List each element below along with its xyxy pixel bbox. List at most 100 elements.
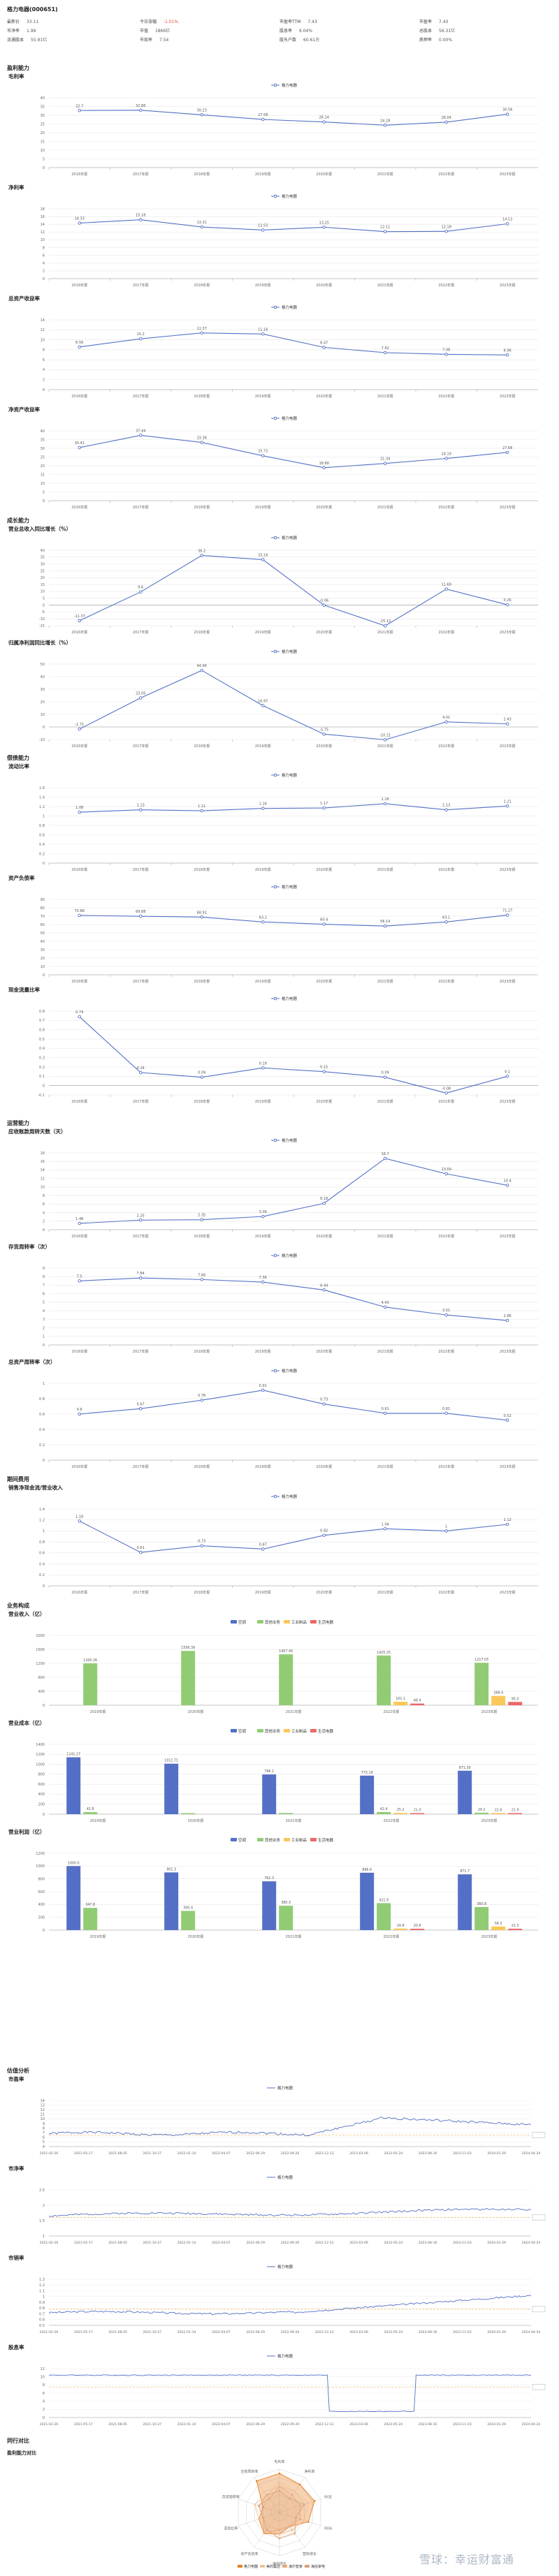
chart-rev: 空调 其他业务 工业制品 生活电器 0 400 800 1200 1600 2000 2019年报 2… bbox=[36, 1619, 538, 1714]
x-tick-label: 2016年报 bbox=[71, 1349, 87, 1354]
y-tick-label: 400 bbox=[38, 1903, 45, 1907]
x-tick-label: 2022-04-07 bbox=[212, 2330, 231, 2334]
y-tick-label: -0.1 bbox=[38, 1094, 45, 1098]
chart-roe: 格力电器 0 5 10 15 20 25 30 35 40 2016年报 2017年报 2018年报 20… bbox=[41, 415, 538, 510]
y-tick-label: 0 bbox=[43, 1813, 45, 1817]
y-tick-label: 200 bbox=[38, 1915, 45, 1920]
data-label: 1.26 bbox=[382, 797, 389, 802]
x-tick-label: 2021-10-27 bbox=[143, 2330, 162, 2334]
data-label: 56.3 bbox=[495, 1922, 502, 1926]
x-tick-label: 2021年报 bbox=[377, 505, 393, 510]
watermark-logo: 雪球：幸运财富通 bbox=[419, 2553, 515, 2566]
legend-swatch bbox=[231, 1620, 237, 1624]
x-tick-label: 2021年报 bbox=[377, 744, 393, 749]
chart-salesexp: 格力电器 0 0.2 0.4 0.6 0.8 1 1.2 1.4 2016年报 2017年报 2018… bbox=[39, 1494, 538, 1595]
legend-marker bbox=[273, 885, 277, 889]
data-point bbox=[200, 554, 204, 557]
x-tick-label: 2022-09-20 bbox=[281, 2151, 300, 2156]
data-label: 8.47 bbox=[320, 341, 328, 346]
data-label: 70.88 bbox=[75, 909, 85, 913]
radar-point bbox=[289, 2525, 291, 2528]
y-tick-label: 30 bbox=[41, 948, 45, 952]
radar-point bbox=[263, 2532, 266, 2535]
chart-gp: 空调 其他业务 工业制品 生活电器 0 200 400 600 800 1000 1200 2019年… bbox=[36, 1837, 538, 1939]
chart-title: 净资产收益率 bbox=[8, 406, 40, 413]
x-tick-label: 2016年报 bbox=[71, 394, 87, 399]
legend-label: 美的集团 bbox=[266, 2564, 280, 2569]
radar-point bbox=[278, 2485, 281, 2488]
data-label: 0.78 bbox=[198, 1394, 205, 1398]
x-tick-label: 2019年报 bbox=[90, 1818, 106, 1823]
bar bbox=[181, 1651, 196, 1705]
x-tick-label: 2021年报 bbox=[377, 630, 393, 635]
stat-label: 市盈率 bbox=[419, 20, 433, 24]
x-tick-label: 2020年报 bbox=[316, 630, 332, 635]
y-tick-label: 800 bbox=[38, 1676, 45, 1680]
y-tick-label: 25 bbox=[41, 569, 45, 573]
x-tick-label: 2024-04-24 bbox=[522, 2422, 541, 2427]
legend: 格力电器 bbox=[271, 82, 298, 88]
radar-point bbox=[278, 2472, 281, 2475]
x-tick-label: 2019年报 bbox=[255, 1590, 271, 1595]
data-label: 12.18 bbox=[442, 225, 451, 229]
legend: 格力电器 bbox=[271, 304, 298, 310]
x-tick-label: 2023年报 bbox=[500, 1099, 516, 1104]
section-profit: 盈利能力 bbox=[7, 65, 29, 71]
series-line bbox=[79, 1277, 508, 1321]
data-label: -5.75 bbox=[319, 728, 328, 732]
x-tick-label: 2023年报 bbox=[500, 283, 516, 288]
y-tick-label: 40 bbox=[41, 675, 45, 679]
x-tick-label: 2017年报 bbox=[133, 744, 149, 749]
data-label: 0.67 bbox=[259, 1543, 267, 1547]
chart-title: 应收账款周转天数（天） bbox=[8, 1128, 66, 1135]
y-tick-label: 16 bbox=[41, 215, 45, 219]
data-label: 13.09 bbox=[442, 1168, 451, 1172]
legend-label: 格力电器 bbox=[282, 193, 298, 199]
radar-point bbox=[307, 2521, 310, 2523]
radar-point bbox=[278, 2489, 281, 2492]
y-tick-label: 600 bbox=[38, 1890, 45, 1894]
bar bbox=[377, 1903, 391, 1930]
x-tick-label: 2022年报 bbox=[438, 172, 454, 177]
data-point bbox=[200, 809, 204, 813]
x-tick-label: 2023年报 bbox=[500, 1234, 516, 1239]
y-tick-label: 10 bbox=[41, 2375, 45, 2379]
data-label: 796.1 bbox=[264, 1769, 274, 1774]
x-tick-label: 2022年报 bbox=[438, 979, 454, 984]
data-point bbox=[200, 113, 204, 117]
chart-npgrowth: 格力电器 -10 0 10 20 30 40 50 2016年报 2017年报 2018年报 2019… bbox=[39, 649, 538, 749]
series-line bbox=[79, 914, 508, 927]
reference-tag bbox=[532, 2132, 546, 2138]
stat-value: 0.00% bbox=[439, 38, 453, 43]
y-tick-label: 4 bbox=[43, 262, 45, 266]
y-tick-label: 15 bbox=[41, 140, 45, 144]
data-point bbox=[261, 807, 265, 810]
data-label: 16.97 bbox=[258, 699, 268, 703]
series-line bbox=[79, 434, 508, 469]
data-point bbox=[200, 915, 204, 919]
reference-tag bbox=[532, 2214, 546, 2221]
legend-label: 格力电器 bbox=[282, 1494, 298, 1499]
x-tick-label: 2018年报 bbox=[194, 979, 210, 984]
y-tick-label: 2000 bbox=[36, 1634, 45, 1638]
stat-value: 55.91亿 bbox=[31, 38, 48, 43]
series-line bbox=[79, 332, 508, 355]
data-label: 101.1 bbox=[395, 1697, 405, 1701]
y-tick-label: 6 bbox=[43, 2136, 45, 2140]
x-tick-label: 2018年报 bbox=[194, 1464, 210, 1469]
data-label: 871.7 bbox=[460, 1869, 470, 1874]
y-tick-label: 8 bbox=[43, 246, 45, 250]
data-point bbox=[506, 222, 509, 226]
y-tick-label: 14 bbox=[41, 2099, 45, 2103]
x-tick-label: 2022-09-20 bbox=[281, 2330, 300, 2334]
data-label: -15.12 bbox=[379, 619, 391, 624]
x-tick-label: 2022年报 bbox=[438, 394, 454, 399]
data-label: 347.8 bbox=[85, 1903, 95, 1907]
radar-indicator-label: 应收周转率 bbox=[240, 2469, 258, 2474]
data-point bbox=[322, 1402, 326, 1406]
bar bbox=[83, 1663, 98, 1705]
stat-value: 7.43 bbox=[307, 20, 317, 24]
bar bbox=[474, 1663, 489, 1705]
data-point bbox=[506, 353, 509, 357]
data-point bbox=[506, 1522, 509, 1526]
